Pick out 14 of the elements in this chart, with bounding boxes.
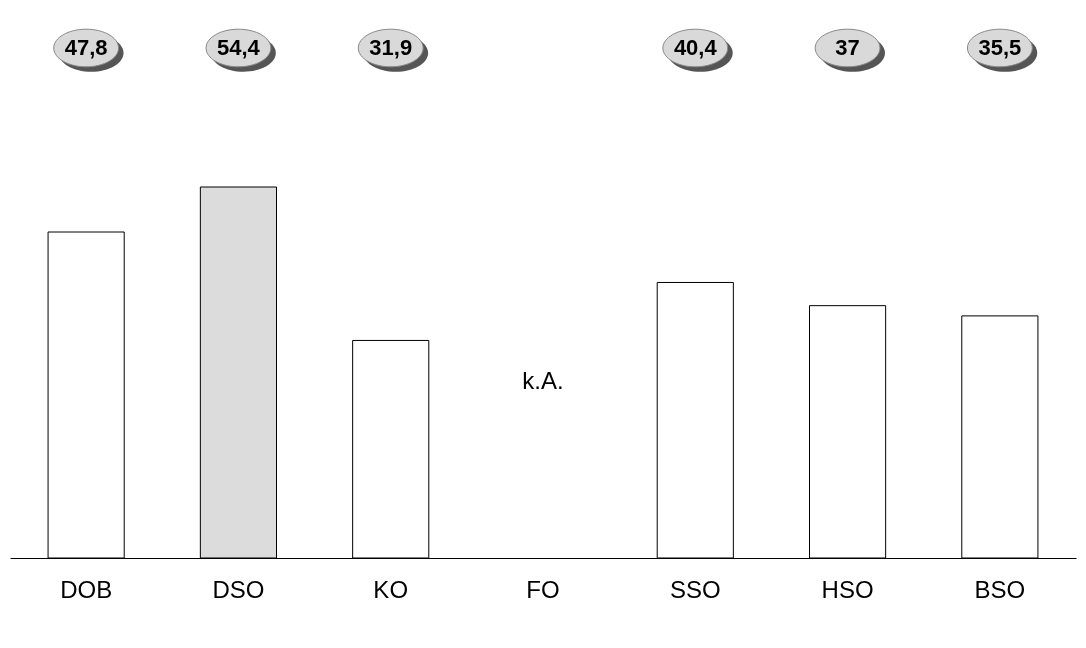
x-tick-label: KO xyxy=(373,575,409,603)
x-tick-label: SSO xyxy=(669,575,721,603)
data-label: 31,9 xyxy=(369,35,413,60)
x-tick-label: DOB xyxy=(60,575,113,603)
x-tick-label: FO xyxy=(526,575,560,603)
data-label: 37 xyxy=(835,35,860,60)
data-label: 35,5 xyxy=(978,35,1022,60)
x-tick-label: HSO xyxy=(821,575,874,603)
data-label: 40,4 xyxy=(673,35,718,60)
data-label: 54,4 xyxy=(217,35,261,60)
data-label: 47,8 xyxy=(64,35,108,60)
x-tick-label: DSO xyxy=(212,575,265,603)
x-tick-label: BSO xyxy=(974,575,1026,603)
annotation: k.A. xyxy=(522,367,564,394)
